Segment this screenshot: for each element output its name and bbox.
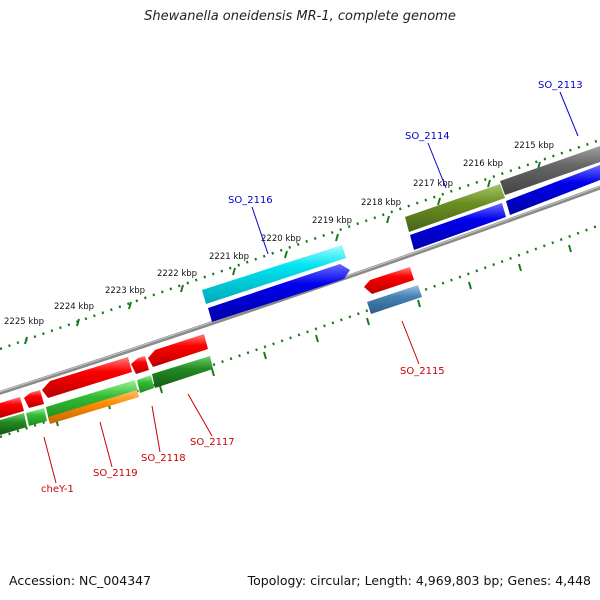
gene-so2116 bbox=[208, 264, 350, 322]
forward-features bbox=[202, 146, 600, 322]
leader-lines bbox=[43, 91, 579, 484]
label-so2117: SO_2117 bbox=[190, 437, 235, 448]
reverse-features bbox=[0, 267, 422, 435]
scale-label-2221: 2221 kbp bbox=[209, 252, 249, 262]
scale-labels: 2215 kbp 2216 kbp 2217 kbp 2218 kbp 2219… bbox=[4, 141, 554, 327]
scale-label-2216: 2216 kbp bbox=[463, 159, 503, 169]
gene-chey1 bbox=[24, 390, 44, 408]
scale-label-2222: 2222 kbp bbox=[157, 269, 197, 279]
gene-left-edge bbox=[0, 397, 24, 418]
scale-label-2215: 2215 kbp bbox=[514, 141, 554, 151]
label-so2113: SO_2113 bbox=[538, 80, 583, 91]
feature-gray bbox=[500, 146, 600, 195]
gene-so2113 bbox=[506, 165, 600, 215]
scale-major-ticks bbox=[24, 161, 541, 345]
label-so2116: SO_2116 bbox=[228, 195, 273, 206]
label-so2115: SO_2115 bbox=[400, 366, 445, 377]
gene-so2117 bbox=[148, 334, 208, 367]
scale-ruler-outer bbox=[0, 138, 600, 351]
scale-label-2224: 2224 kbp bbox=[54, 302, 94, 312]
scale-label-2217: 2217 kbp bbox=[413, 179, 453, 189]
scale-inner-ticks bbox=[55, 244, 572, 427]
feature-olive bbox=[405, 184, 505, 232]
label-chey1: cheY-1 bbox=[41, 484, 74, 495]
scale-label-2219: 2219 kbp bbox=[312, 216, 352, 226]
gene-so2119 bbox=[42, 357, 132, 398]
label-so2114: SO_2114 bbox=[405, 131, 450, 142]
scale-label-2223: 2223 kbp bbox=[105, 286, 145, 296]
label-so2118: SO_2118 bbox=[141, 453, 186, 464]
scale-label-2220: 2220 kbp bbox=[261, 234, 301, 244]
feature-steel bbox=[367, 285, 422, 314]
label-so2119: SO_2119 bbox=[93, 468, 138, 479]
gene-so2118 bbox=[131, 356, 149, 374]
map-title: Shewanella oneidensis MR-1, complete gen… bbox=[144, 9, 456, 24]
feature-dkgreen-2 bbox=[0, 413, 27, 435]
scale-label-2225: 2225 kbp bbox=[4, 317, 44, 327]
feature-orange bbox=[48, 390, 139, 424]
accession-text: Accession: NC_004347 bbox=[9, 573, 152, 588]
feature-cyan bbox=[202, 245, 346, 304]
scale-label-2218: 2218 kbp bbox=[361, 198, 401, 208]
feature-green-1 bbox=[137, 375, 154, 393]
feature-dkgreen-1 bbox=[152, 356, 213, 388]
gene-labels: SO_2113 SO_2114 SO_2116 SO_2115 SO_2117 … bbox=[41, 80, 583, 495]
gene-so2114 bbox=[410, 203, 506, 250]
gene-so2115 bbox=[364, 267, 414, 294]
genome-summary-text: Topology: circular; Length: 4,969,803 bp… bbox=[247, 573, 591, 588]
feature-green-3 bbox=[26, 408, 47, 426]
